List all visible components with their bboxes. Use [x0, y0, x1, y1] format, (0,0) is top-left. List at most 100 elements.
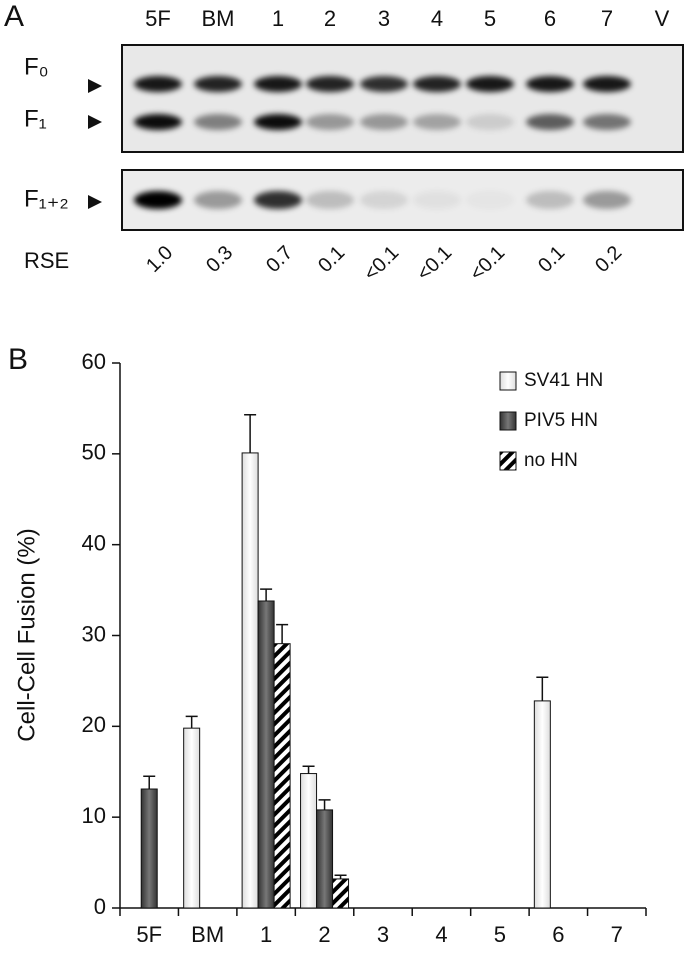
lane-label: 5F	[145, 6, 171, 31]
x-tick-label: 6	[552, 922, 564, 947]
lane-label: BM	[202, 6, 235, 31]
lane-label: 4	[431, 6, 443, 31]
lane-label: 2	[324, 6, 336, 31]
blot-band	[134, 76, 182, 92]
error-bar	[318, 799, 331, 810]
x-tick-label: 2	[318, 922, 330, 947]
bar	[533, 700, 551, 909]
bar	[273, 643, 291, 909]
y-tick-label: 60	[82, 349, 106, 374]
blot-band	[254, 76, 302, 92]
error-bar	[244, 414, 257, 453]
error-bar	[334, 874, 347, 879]
blot-band	[194, 76, 242, 92]
blot-band	[413, 76, 461, 92]
x-tick-label: 1	[260, 922, 272, 947]
lane-label: 6	[544, 6, 556, 31]
y-tick-label: 40	[82, 530, 106, 555]
x-tick-label: 5F	[136, 922, 162, 947]
rse-value: <0.1	[360, 242, 403, 285]
legend-swatch	[499, 411, 517, 431]
error-bar	[302, 765, 315, 774]
blot-band	[194, 191, 242, 209]
blot-band	[583, 191, 631, 209]
rse-value: <0.1	[466, 242, 509, 285]
legend-swatch	[499, 371, 517, 391]
y-tick-label: 20	[82, 712, 106, 737]
bar	[257, 600, 275, 909]
x-tick-label: 5	[494, 922, 506, 947]
y-tick-label: 10	[82, 803, 106, 828]
bar	[300, 773, 318, 909]
blot-band	[526, 114, 574, 130]
blot-bands	[134, 76, 631, 209]
blot-band	[306, 76, 354, 92]
rse-value: 1.0	[142, 242, 177, 277]
legend-label: no HN	[524, 450, 578, 471]
blot-band	[413, 114, 461, 130]
error-bar	[260, 588, 273, 601]
band-label: F₁	[24, 105, 47, 132]
rse-value: 0.7	[262, 242, 297, 277]
y-axis-label: Cell-Cell Fusion (%)	[13, 528, 40, 741]
blot-band	[306, 114, 354, 130]
band-arrow	[88, 79, 102, 93]
legend-label: SV41 HN	[524, 370, 603, 391]
error-bar	[143, 775, 156, 790]
blot-band	[360, 76, 408, 92]
lane-label: 7	[601, 6, 613, 31]
blot-band	[583, 114, 631, 130]
panel-label: A	[4, 0, 24, 33]
bar	[241, 452, 259, 909]
rse-value: 0.1	[314, 242, 349, 277]
error-bar	[185, 715, 198, 729]
blot-band	[360, 114, 408, 130]
x-tick-label: BM	[191, 922, 224, 947]
y-tick-label: 30	[82, 621, 106, 646]
lane-label: 3	[378, 6, 390, 31]
x-tick-label: 4	[435, 922, 447, 947]
x-tick-label: 7	[611, 922, 623, 947]
blot-band	[526, 76, 574, 92]
band-label: F₀	[24, 53, 49, 80]
blot-band	[360, 191, 408, 209]
blot-band	[466, 114, 514, 130]
legend-swatch	[499, 451, 517, 471]
lane-label: 5	[484, 6, 496, 31]
blot-band	[583, 76, 631, 92]
blot-band	[254, 191, 302, 209]
blot-band	[194, 114, 242, 130]
blot-band	[254, 114, 302, 130]
bar	[316, 809, 334, 909]
blot-band	[134, 114, 182, 130]
bar	[140, 788, 158, 909]
error-bar	[536, 676, 549, 701]
blot-band	[306, 191, 354, 209]
blot-band	[466, 76, 514, 92]
rse-value: 0.2	[591, 242, 626, 277]
blot-band	[413, 191, 461, 209]
blot-band	[134, 191, 182, 209]
x-tick-label: 3	[377, 922, 389, 947]
blot-top	[121, 44, 684, 153]
y-tick-label: 0	[94, 894, 106, 919]
band-arrow	[88, 195, 102, 209]
rse-label: RSE	[24, 248, 69, 273]
rse-value: 0.1	[534, 242, 569, 277]
error-bar	[276, 623, 289, 644]
bar	[332, 878, 350, 909]
rse-value: <0.1	[413, 242, 456, 285]
rse-value: 0.3	[202, 242, 237, 277]
band-arrow	[88, 115, 102, 129]
panel-label: B	[8, 343, 28, 376]
bar	[183, 727, 201, 909]
y-tick-label: 50	[82, 440, 106, 465]
legend-label: PIV5 HN	[524, 410, 598, 431]
lane-label: V	[655, 6, 670, 31]
blot-band	[526, 191, 574, 209]
blot-band	[466, 191, 514, 209]
lane-label: 1	[272, 6, 284, 31]
band-label: F₁₊₂	[24, 185, 69, 212]
